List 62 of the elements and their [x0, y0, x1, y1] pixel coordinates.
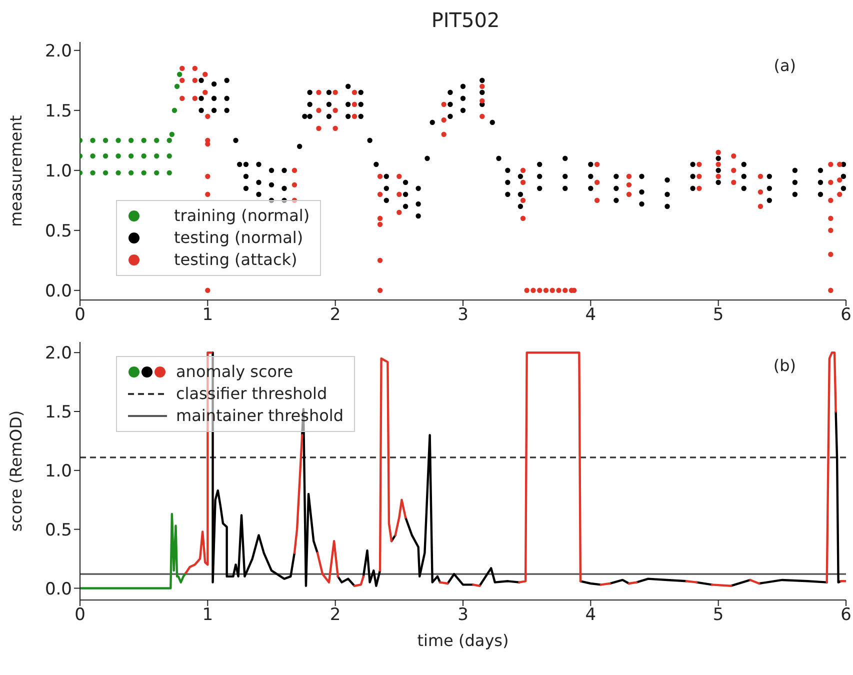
point — [169, 132, 175, 137]
point — [154, 153, 160, 159]
point — [141, 170, 146, 176]
x-tick-label: 6 — [840, 605, 852, 626]
y-tick-label: 1.0 — [44, 461, 72, 482]
point — [102, 170, 108, 176]
legend-label: maintainer threshold — [176, 405, 344, 427]
y-axis-title: measurement — [6, 115, 26, 227]
y-tick-label: 1.0 — [44, 161, 72, 182]
legend-label: anomaly score — [176, 361, 294, 383]
chart-title: PIT502 — [430, 8, 501, 34]
x-tick-label: 5 — [712, 305, 724, 326]
point — [128, 153, 134, 159]
x-tick-label: 4 — [585, 305, 596, 326]
point — [154, 170, 160, 176]
x-axis-title: time (days) — [417, 631, 509, 650]
x-tick-label: 6 — [840, 305, 852, 326]
point — [141, 153, 146, 159]
x-tick-label: 2 — [330, 605, 341, 626]
point — [166, 170, 172, 176]
x-tick-label: 1 — [202, 305, 214, 326]
point — [116, 138, 121, 143]
point — [172, 108, 178, 113]
y-tick-label: 0.0 — [44, 579, 72, 600]
y-tick-label: 2.0 — [44, 41, 72, 62]
y-tick-label: 1.5 — [44, 402, 72, 423]
line-series — [80, 512, 188, 590]
y-tick-label: 0.5 — [44, 221, 72, 242]
annotation: (b) — [773, 356, 796, 375]
point — [141, 138, 146, 143]
point — [116, 170, 121, 176]
y-tick-label: 1.5 — [44, 101, 72, 122]
x-tick-label: 2 — [330, 305, 341, 326]
x-tick-label: 4 — [585, 605, 596, 626]
annotation: (a) — [774, 56, 796, 75]
point — [166, 138, 172, 143]
point — [102, 138, 108, 143]
y-tick-label: 2.0 — [44, 344, 72, 364]
legend-label: testing (attack) — [174, 249, 298, 271]
point — [166, 153, 172, 159]
x-tick-label: 0 — [74, 305, 86, 326]
point — [176, 72, 182, 77]
point — [154, 138, 160, 143]
point — [102, 153, 108, 159]
x-tick-label: 0 — [74, 605, 86, 626]
x-tick-label: 5 — [712, 605, 724, 626]
x-tick-label: 3 — [458, 305, 468, 326]
point — [90, 138, 96, 143]
y-tick-label: 0.5 — [44, 520, 72, 540]
y-axis-title: score (RemOD) — [6, 410, 26, 532]
legend-label: testing (normal) — [174, 227, 304, 249]
x-tick-label: 1 — [202, 605, 214, 626]
point — [128, 138, 134, 143]
legend-label: training (normal) — [174, 205, 310, 227]
legend-label: classifier threshold — [176, 383, 328, 405]
y-tick-label: 0.0 — [44, 281, 72, 302]
point — [90, 170, 96, 176]
point — [174, 84, 180, 89]
point — [116, 153, 121, 159]
x-tick-label: 3 — [458, 605, 468, 626]
point — [90, 153, 96, 159]
point — [128, 170, 134, 176]
